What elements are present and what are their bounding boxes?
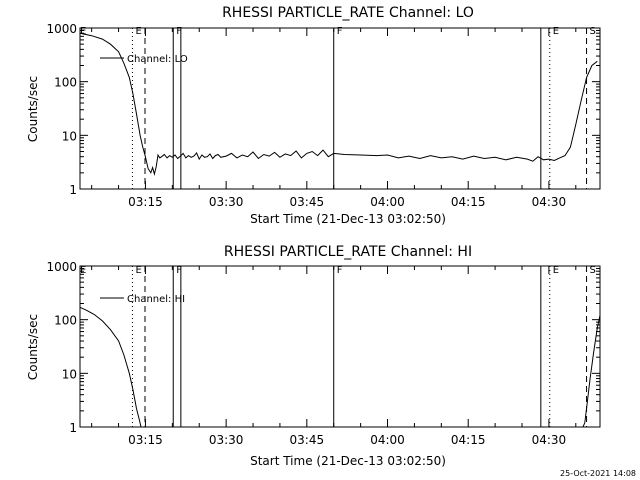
x-tick-label: 03:45	[290, 195, 325, 209]
panel-hi: RHESSI PARTICLE_RATE Channel: HI Start T…	[26, 244, 601, 468]
y-axis-label-lo: Counts/sec	[26, 76, 40, 142]
x-tick-label: 04:15	[451, 433, 486, 447]
x-axis-label-lo: Start Time (21-Dec-13 03:02:50)	[250, 212, 446, 226]
y-axis-label-hi: Counts/sec	[26, 314, 40, 380]
y-tick-label: 100	[54, 76, 77, 90]
event-marker-label: F	[337, 26, 343, 37]
event-marker-label: S	[590, 26, 596, 37]
x-tick-label: 04:00	[370, 433, 405, 447]
event-marker-label: E	[553, 265, 559, 276]
x-tick-label: 04:30	[532, 433, 567, 447]
y-tick-label: 10	[62, 367, 77, 381]
y-tick-label: 1000	[46, 22, 77, 36]
series-line	[80, 32, 598, 176]
plot-frame	[79, 265, 601, 428]
legend-label-hi: Channel: HI	[127, 294, 185, 305]
x-tick-label: 03:30	[209, 195, 244, 209]
event-marker-label: E	[135, 265, 141, 276]
y-tick-label: 1000	[46, 260, 77, 274]
x-axis-label-hi: Start Time (21-Dec-13 03:02:50)	[250, 454, 446, 468]
y-tick-label: 100	[54, 314, 77, 328]
panel-lo: RHESSI PARTICLE_RATE Channel: LO Start T…	[26, 5, 601, 226]
corner-label-lo: E	[80, 26, 86, 37]
y-tick-label: 1	[69, 183, 77, 197]
x-tick-label: 04:30	[532, 195, 567, 209]
x-tick-label: 03:30	[209, 433, 244, 447]
chart-title-lo: RHESSI PARTICLE_RATE Channel: LO	[222, 5, 474, 21]
x-tick-label: 03:15	[128, 433, 163, 447]
event-marker-label: E	[135, 26, 141, 37]
corner-label-hi: E	[80, 265, 86, 276]
event-marker-label: F	[176, 265, 182, 276]
chart-title-hi: RHESSI PARTICLE_RATE Channel: HI	[224, 244, 472, 260]
event-marker-label: F	[337, 265, 343, 276]
x-tick-label: 04:15	[451, 195, 486, 209]
legend-label-lo: Channel: LO	[127, 54, 188, 65]
x-tick-label: 04:00	[370, 195, 405, 209]
x-tick-label: 03:15	[128, 195, 163, 209]
y-tick-label: 1	[69, 421, 77, 435]
series-line	[80, 306, 600, 427]
event-marker-label: S	[590, 265, 596, 276]
y-tick-label: 10	[62, 129, 77, 143]
event-marker-label: F	[176, 26, 182, 37]
event-marker-label: E	[553, 26, 559, 37]
x-tick-label: 03:45	[290, 433, 325, 447]
footer-timestamp: 25-Oct-2021 14:08	[560, 469, 636, 478]
plot-frame	[79, 27, 601, 190]
